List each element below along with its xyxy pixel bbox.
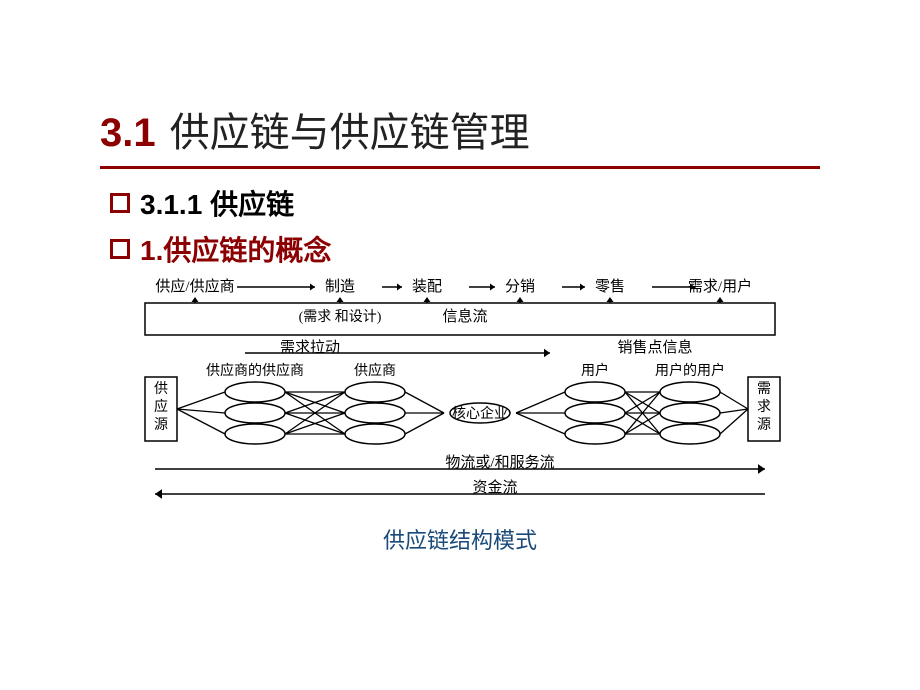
title-text: 供应链与供应链管理 [170,100,530,158]
svg-text:供应/供应商: 供应/供应商 [155,277,234,295]
svg-text:零售: 零售 [595,278,625,295]
slide-title: 3.1 供应链与供应链管理 [100,100,820,169]
svg-text:源: 源 [154,417,168,433]
svg-text:制造: 制造 [325,278,355,295]
svg-text:核心企业: 核心企业 [452,405,508,422]
diagram-svg: 供应/供应商制造装配分销零售需求/用户(需求 和设计)信息流需求拉动销售点信息供… [100,277,820,517]
sub2-text: 供应链的概念 [163,235,331,266]
svg-text:用户的用户: 用户的用户 [655,362,725,379]
svg-text:源: 源 [757,417,771,433]
slide: 3.1 供应链与供应链管理 3.1.1 供应链 1.供应链的概念 供应/供应商 制… [0,0,920,555]
svg-text:供应商的供应商: 供应商的供应商 [206,362,304,379]
bullet-item-2: 1.供应链的概念 [110,229,820,269]
svg-text:资金流: 资金流 [472,479,517,496]
svg-text:应: 应 [154,398,168,415]
svg-text:供应商: 供应商 [354,362,396,379]
svg-text:供: 供 [154,381,168,397]
svg-text:用户: 用户 [581,362,609,379]
svg-text:销售点信息: 销售点信息 [617,339,692,356]
svg-text:(需求 和设计): (需求 和设计) [299,309,382,325]
bullet-item-1: 3.1.1 供应链 [110,183,820,223]
svg-text:求: 求 [757,399,771,415]
diagram-caption: 供应链结构模式 [100,523,820,555]
sub1-number: 3.1.1 [140,189,202,220]
bullet-square-icon [110,193,130,213]
svg-text:需求/用户: 需求/用户 [688,278,752,295]
sub2-number: 1. [140,235,163,266]
title-number: 3.1 [100,111,156,156]
sub1-text: 供应链 [210,189,294,220]
svg-text:需: 需 [757,381,771,397]
svg-text:装配: 装配 [412,278,442,295]
svg-text:信息流: 信息流 [442,308,487,325]
svg-text:分销: 分销 [505,278,535,295]
supply-chain-diagram: 供应/供应商制造装配分销零售需求/用户(需求 和设计)信息流需求拉动销售点信息供… [100,277,820,555]
svg-text:物流或/和服务流: 物流或/和服务流 [445,454,554,471]
bullet-list: 3.1.1 供应链 1.供应链的概念 [110,183,820,269]
bullet-square-icon [110,239,130,259]
